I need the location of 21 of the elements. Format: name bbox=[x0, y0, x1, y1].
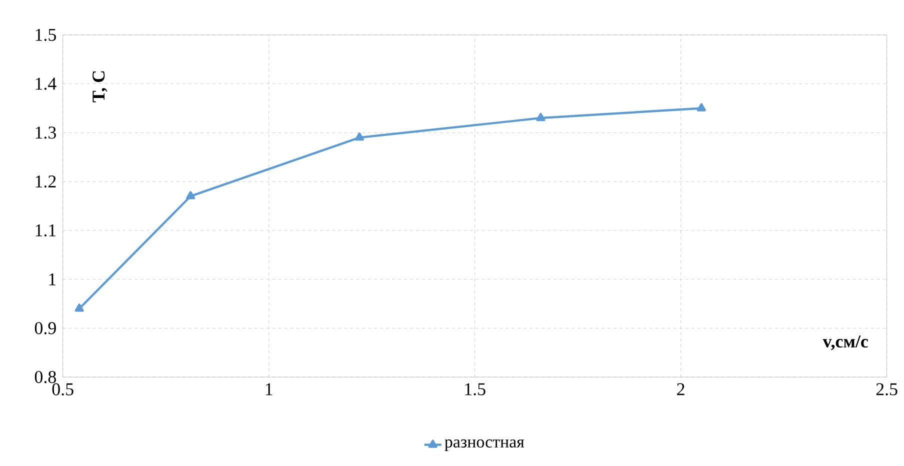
y-axis-title: T, C bbox=[92, 71, 108, 102]
x-tick-label: 1.5 bbox=[465, 383, 486, 396]
y-tick-label: 1.2 bbox=[36, 176, 56, 188]
x-tick-label: 2.5 bbox=[876, 383, 898, 396]
point bbox=[696, 103, 706, 112]
x-axis-title: v,см/с bbox=[822, 336, 868, 350]
point bbox=[354, 132, 364, 141]
x-tick-label: 0.5 bbox=[52, 383, 74, 396]
y-tick-label: 0.8 bbox=[34, 371, 56, 384]
y-tick-label: 1.1 bbox=[36, 224, 56, 237]
point bbox=[74, 304, 84, 312]
y-tick-label: 1.5 bbox=[36, 28, 56, 42]
y-tick-label: 1 bbox=[49, 273, 56, 286]
point bbox=[536, 113, 546, 122]
y-tick-label: 1.4 bbox=[36, 78, 56, 90]
legend-label: разностная bbox=[444, 439, 524, 452]
x-tick-label: 2 bbox=[677, 383, 684, 396]
y-tick-label: 0.9 bbox=[34, 322, 56, 334]
x-tick-label: 1 bbox=[266, 383, 272, 396]
point bbox=[186, 191, 196, 200]
y-tick-label: 1.3 bbox=[36, 126, 56, 139]
